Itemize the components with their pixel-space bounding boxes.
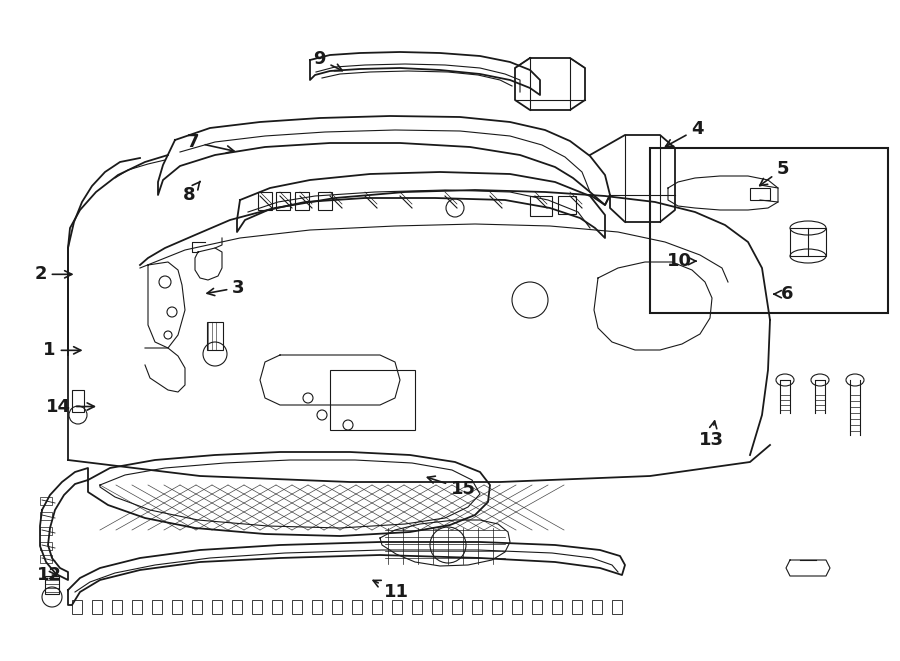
Text: 11: 11: [374, 580, 409, 601]
Bar: [530, 196, 552, 216]
Bar: [276, 192, 290, 210]
Bar: [152, 600, 162, 614]
Bar: [312, 600, 322, 614]
Bar: [172, 600, 182, 614]
Bar: [40, 527, 52, 535]
Text: 6: 6: [774, 285, 794, 303]
Bar: [232, 600, 242, 614]
Bar: [40, 555, 52, 563]
Bar: [392, 600, 402, 614]
Text: 15: 15: [428, 476, 476, 498]
Bar: [512, 600, 522, 614]
Bar: [572, 600, 582, 614]
Text: 5: 5: [760, 159, 789, 186]
Bar: [592, 600, 602, 614]
Bar: [292, 600, 302, 614]
Bar: [272, 600, 282, 614]
Bar: [372, 600, 382, 614]
Bar: [207, 322, 223, 350]
Bar: [112, 600, 122, 614]
Bar: [295, 192, 309, 210]
Bar: [412, 600, 422, 614]
Bar: [532, 600, 542, 614]
Bar: [212, 600, 222, 614]
Text: 7: 7: [187, 133, 234, 153]
Text: 14: 14: [46, 397, 94, 416]
Text: 12: 12: [37, 566, 62, 584]
Text: 1: 1: [43, 341, 81, 360]
Bar: [40, 542, 52, 550]
Bar: [790, 228, 826, 256]
Bar: [258, 192, 272, 210]
Bar: [352, 600, 362, 614]
Bar: [132, 600, 142, 614]
Bar: [92, 600, 102, 614]
Bar: [45, 576, 59, 594]
Bar: [432, 600, 442, 614]
Bar: [750, 188, 770, 200]
Text: 2: 2: [34, 265, 72, 284]
Bar: [650, 148, 888, 313]
Bar: [332, 600, 342, 614]
Bar: [72, 600, 82, 614]
Text: 13: 13: [698, 421, 724, 449]
Bar: [40, 497, 52, 505]
Bar: [330, 370, 415, 430]
Bar: [452, 600, 462, 614]
Bar: [492, 600, 502, 614]
Bar: [472, 600, 482, 614]
Bar: [558, 196, 576, 214]
Text: 9: 9: [313, 50, 342, 71]
Text: 4: 4: [666, 120, 704, 147]
Bar: [40, 512, 52, 520]
Bar: [72, 390, 84, 412]
Text: 10: 10: [667, 252, 696, 270]
Text: 8: 8: [183, 182, 200, 204]
Bar: [612, 600, 622, 614]
Bar: [252, 600, 262, 614]
Bar: [318, 192, 332, 210]
Text: 3: 3: [207, 278, 245, 297]
Bar: [552, 600, 562, 614]
Bar: [192, 600, 202, 614]
